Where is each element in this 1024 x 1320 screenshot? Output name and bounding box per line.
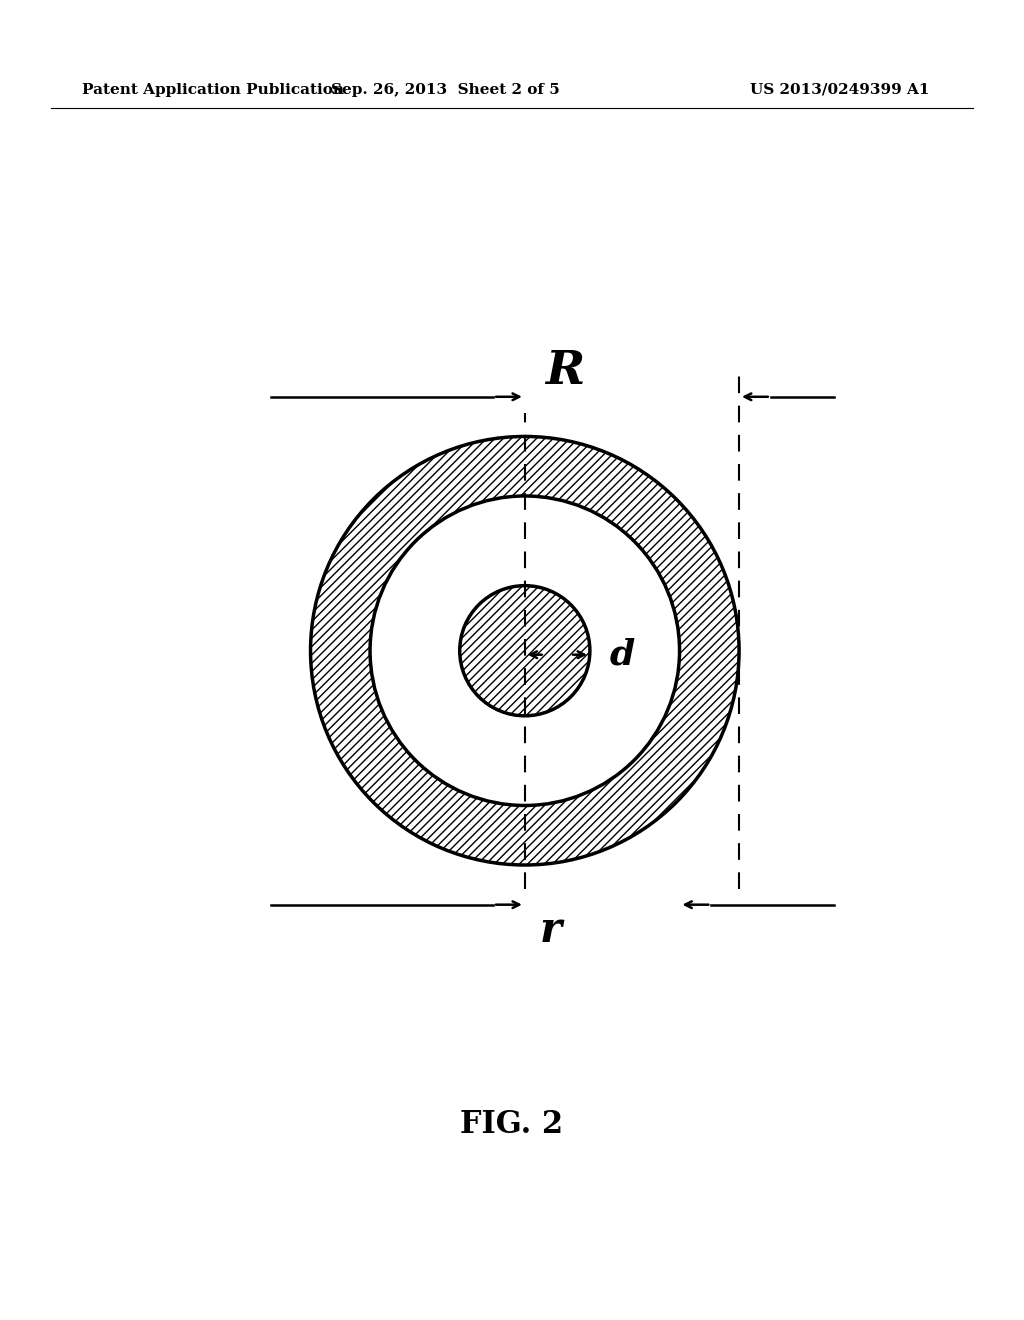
Text: US 2013/0249399 A1: US 2013/0249399 A1 xyxy=(750,83,930,96)
Text: r: r xyxy=(540,908,561,950)
Text: R: R xyxy=(545,347,584,393)
Circle shape xyxy=(310,437,739,865)
Circle shape xyxy=(460,586,590,715)
Text: Sep. 26, 2013  Sheet 2 of 5: Sep. 26, 2013 Sheet 2 of 5 xyxy=(331,83,560,96)
Text: FIG. 2: FIG. 2 xyxy=(461,1109,563,1140)
Circle shape xyxy=(370,496,680,805)
Text: Patent Application Publication: Patent Application Publication xyxy=(82,83,344,96)
Text: d: d xyxy=(609,638,635,672)
